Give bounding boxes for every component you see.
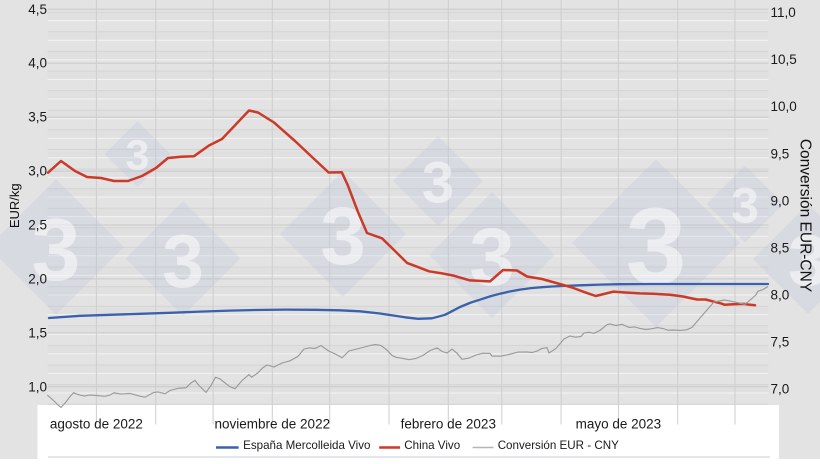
svg-text:8,5: 8,5 — [771, 240, 790, 255]
svg-text:Conversión EUR-CNY: Conversión EUR-CNY — [797, 139, 814, 292]
svg-text:1,5: 1,5 — [28, 325, 47, 340]
svg-text:2,0: 2,0 — [28, 271, 47, 286]
svg-text:9,5: 9,5 — [771, 146, 790, 161]
svg-text:3: 3 — [162, 219, 204, 303]
svg-text:China Vivo: China Vivo — [404, 439, 460, 452]
svg-text:3: 3 — [731, 178, 759, 234]
svg-text:10,5: 10,5 — [771, 52, 797, 67]
svg-text:3: 3 — [126, 131, 150, 179]
svg-text:agosto de 2022: agosto de 2022 — [50, 417, 143, 432]
svg-text:3: 3 — [320, 191, 366, 282]
svg-text:mayo de 2023: mayo de 2023 — [576, 417, 662, 432]
svg-text:7,0: 7,0 — [771, 382, 790, 397]
svg-text:España Mercolleida Vivo: España Mercolleida Vivo — [243, 439, 370, 452]
svg-text:4,5: 4,5 — [28, 2, 47, 17]
svg-text:3: 3 — [422, 150, 454, 215]
svg-text:7,5: 7,5 — [771, 335, 790, 350]
svg-text:4,0: 4,0 — [28, 56, 47, 71]
svg-text:3: 3 — [626, 185, 687, 307]
svg-text:EUR/kg: EUR/kg — [7, 183, 22, 228]
svg-text:febrero de 2023: febrero de 2023 — [401, 417, 496, 432]
svg-text:2,5: 2,5 — [28, 218, 47, 233]
svg-text:3: 3 — [469, 212, 515, 303]
svg-text:10,0: 10,0 — [771, 99, 797, 114]
svg-text:8,0: 8,0 — [771, 288, 790, 303]
svg-text:3,5: 3,5 — [28, 110, 47, 125]
svg-text:Conversión EUR - CNY: Conversión EUR - CNY — [498, 439, 619, 452]
svg-text:3,0: 3,0 — [28, 164, 47, 179]
svg-text:1,0: 1,0 — [28, 379, 47, 394]
svg-text:11,0: 11,0 — [771, 5, 796, 20]
svg-text:noviembre de 2022: noviembre de 2022 — [215, 417, 331, 432]
svg-text:9,0: 9,0 — [771, 193, 790, 208]
